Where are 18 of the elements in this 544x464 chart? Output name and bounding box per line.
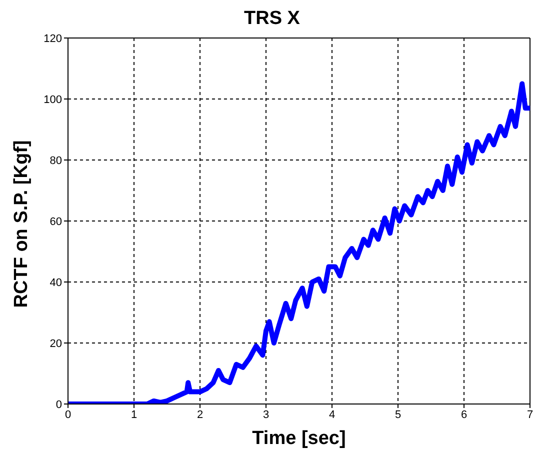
x-tick-label: 0: [64, 408, 72, 421]
y-tick-label: 20: [50, 338, 62, 350]
x-tick-label: 1: [130, 408, 138, 421]
x-tick-label: 6: [460, 408, 468, 421]
x-tick-label: 2: [196, 408, 204, 421]
x-tick-label: 7: [526, 408, 534, 421]
y-axis-title: RCTF on S.P. [Kgf]: [11, 140, 33, 308]
y-tick-label: 120: [44, 32, 62, 45]
x-tick-label: 5: [394, 408, 402, 421]
y-tick-label: 40: [50, 276, 62, 289]
y-tick-label: 0: [56, 398, 62, 411]
y-tick-label: 60: [50, 216, 62, 228]
chart-title: TRS X: [243, 8, 301, 31]
x-tick-label: 4: [328, 408, 336, 421]
y-tick-label: 100: [44, 94, 62, 106]
y-tick-label: 80: [50, 154, 62, 167]
x-tick-label: 3: [262, 408, 270, 421]
x-axis-title: Time [sec]: [252, 428, 346, 449]
